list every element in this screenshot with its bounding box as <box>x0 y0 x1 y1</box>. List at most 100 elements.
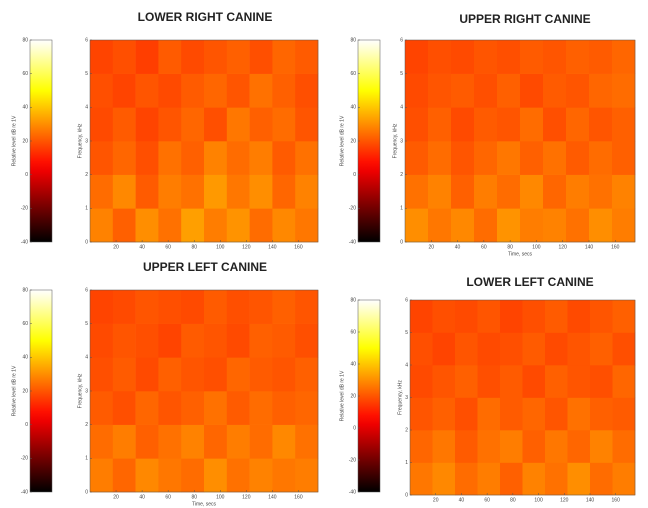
colorbar-tick-label: 40 <box>350 361 356 367</box>
y-axis-label: Frequency, kHz <box>77 123 83 158</box>
heatmap-cell <box>272 208 295 242</box>
heatmap-cell <box>181 458 204 492</box>
heatmap-cell <box>227 458 250 492</box>
heatmap-cell <box>136 175 159 209</box>
heatmap-cell <box>136 290 159 324</box>
heatmap-cell <box>158 74 181 108</box>
heatmap-cell <box>590 398 613 431</box>
heatmap-cell <box>90 458 113 492</box>
heatmap-cell <box>474 40 497 74</box>
heatmap-cell <box>543 175 566 209</box>
heatmap-cell <box>474 141 497 175</box>
heatmap-cell <box>520 141 543 175</box>
heatmap-cell <box>543 208 566 242</box>
heatmap-cell <box>612 107 635 141</box>
heatmap-cell <box>204 40 227 74</box>
heatmap-cell <box>250 458 273 492</box>
heatmap-cell <box>295 458 318 492</box>
heatmap-cell <box>158 40 181 74</box>
heatmap-cell <box>295 391 318 425</box>
heatmap-cell <box>474 175 497 209</box>
heatmap-cell <box>405 175 428 209</box>
colorbar-tick-label: 20 <box>22 388 28 394</box>
heatmap-cell <box>90 141 113 175</box>
y-tick-label: 4 <box>400 105 403 111</box>
heatmap-cell <box>520 208 543 242</box>
colorbar-tick-label: 60 <box>22 71 28 77</box>
heatmap-cell <box>136 74 159 108</box>
heatmap-cell <box>90 391 113 425</box>
y-tick-label: 1 <box>85 456 88 462</box>
heatmap-cell <box>204 425 227 459</box>
heatmap-cell <box>433 398 456 431</box>
heatmap-cell <box>410 430 433 463</box>
heatmap-cell <box>613 463 636 496</box>
heatmap-cell <box>227 74 250 108</box>
heatmap-cell <box>455 398 478 431</box>
colorbar-tick-label: 0 <box>25 172 28 178</box>
heatmap-cell <box>410 333 433 366</box>
heatmap-cell <box>428 141 451 175</box>
colorbar-tick-label: 60 <box>350 329 356 335</box>
heatmap-cell <box>272 391 295 425</box>
heatmap-cell <box>204 175 227 209</box>
heatmap-cell <box>500 365 523 398</box>
colorbar-tick-label: 80 <box>22 37 28 43</box>
x-tick-label: 40 <box>459 497 465 503</box>
heatmap-cell <box>523 430 546 463</box>
heatmap-cell <box>90 107 113 141</box>
y-tick-label: 6 <box>85 287 88 293</box>
x-tick-label: 40 <box>455 244 461 250</box>
heatmap-cell <box>250 391 273 425</box>
colorbar-tick-label: 20 <box>22 138 28 144</box>
y-tick-label: 5 <box>85 321 88 327</box>
heatmap-cell <box>590 333 613 366</box>
heatmap-cell <box>433 463 456 496</box>
colorbar-tick-label: -40 <box>21 239 28 245</box>
colorbar-tick-label: 60 <box>22 321 28 327</box>
x-tick-label: 60 <box>165 244 171 250</box>
heatmap-cell <box>478 300 501 333</box>
colorbar <box>358 40 380 242</box>
heatmap-cell <box>295 324 318 358</box>
heatmap-cell <box>497 141 520 175</box>
heatmap-cell <box>428 175 451 209</box>
heatmap-cell <box>520 175 543 209</box>
x-tick-label: 20 <box>113 244 119 250</box>
heatmap-cell <box>613 300 636 333</box>
x-tick-label: 120 <box>560 497 569 503</box>
heatmap-cell <box>478 463 501 496</box>
y-tick-label: 6 <box>405 297 408 303</box>
y-tick-label: 2 <box>85 422 88 428</box>
heatmap-cell <box>497 107 520 141</box>
heatmap-cell <box>428 40 451 74</box>
heatmap-cell <box>497 208 520 242</box>
heatmap-cell <box>566 40 589 74</box>
heatmap-cell <box>227 208 250 242</box>
y-tick-label: 2 <box>405 427 408 433</box>
y-axis-label: Frequency, kHz <box>77 373 83 408</box>
x-axis-label: Time, secs <box>508 251 532 257</box>
heatmap-cell <box>272 324 295 358</box>
y-tick-label: 5 <box>400 71 403 77</box>
y-tick-label: 2 <box>85 172 88 178</box>
panel-title: UPPER RIGHT CANINE <box>459 12 590 26</box>
y-tick-label: 4 <box>85 355 88 361</box>
heatmap-cell <box>272 290 295 324</box>
heatmap-cell <box>90 290 113 324</box>
colorbar <box>358 300 380 492</box>
heatmap-cell <box>405 208 428 242</box>
heatmap-cell <box>613 398 636 431</box>
x-tick-label: 140 <box>268 494 277 500</box>
heatmap-cell <box>181 107 204 141</box>
heatmap-cell <box>523 333 546 366</box>
y-tick-label: 0 <box>400 239 403 245</box>
heatmap-cell <box>250 74 273 108</box>
y-tick-label: 3 <box>405 395 408 401</box>
heatmap-cell <box>474 107 497 141</box>
y-tick-label: 2 <box>400 172 403 178</box>
heatmap-cell <box>181 425 204 459</box>
x-tick-label: 100 <box>216 244 225 250</box>
heatmap-cell <box>272 175 295 209</box>
heatmap-cell <box>136 324 159 358</box>
